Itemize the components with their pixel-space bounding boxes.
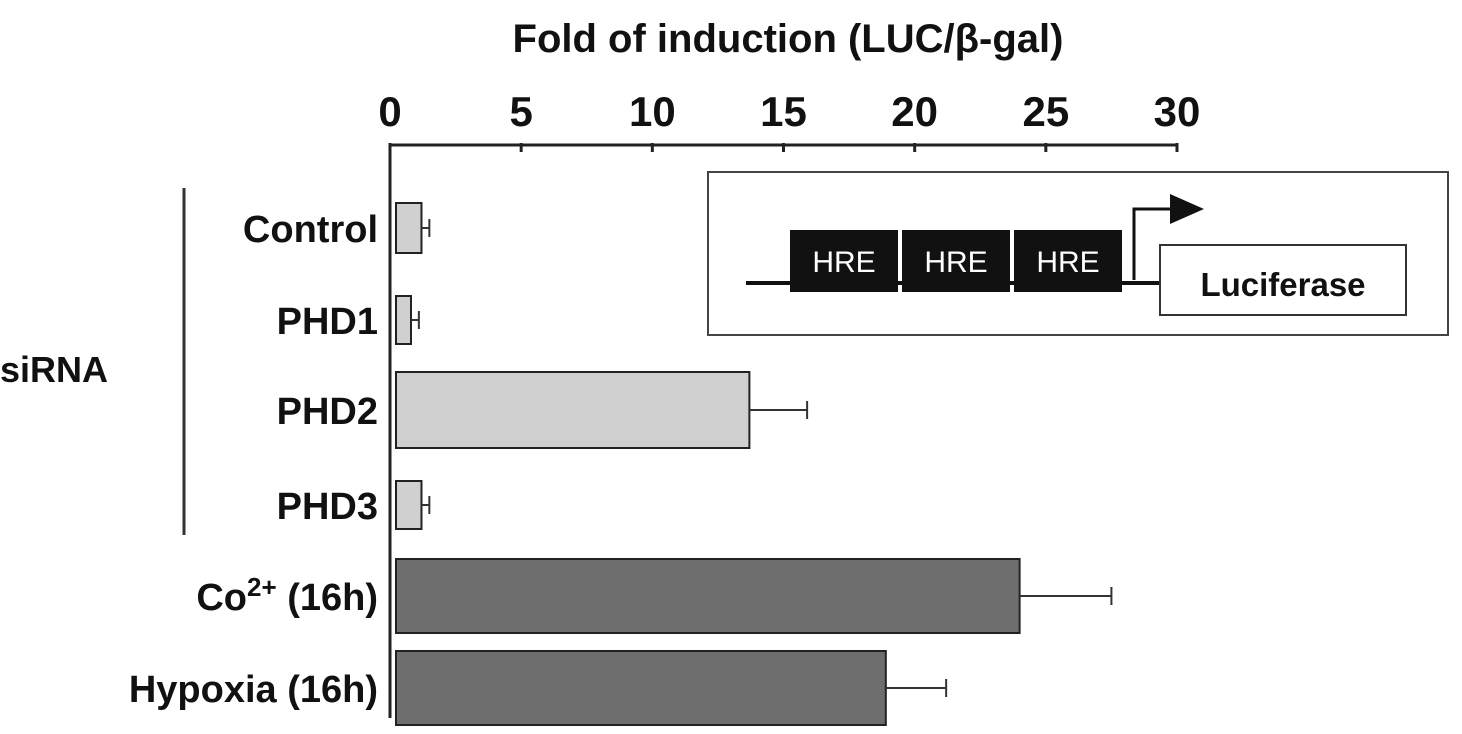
category-label: PHD1 <box>277 301 378 343</box>
chart-title: Fold of induction (LUC/β-gal) <box>513 17 1064 61</box>
x-tick-label: 25 <box>1022 88 1069 135</box>
x-tick-label: 30 <box>1154 88 1201 135</box>
bar <box>395 650 887 726</box>
bar <box>395 371 751 449</box>
bar <box>395 558 1021 634</box>
bar <box>395 295 412 345</box>
construct-inset: HRE HRE HRE Luciferase <box>707 171 1449 336</box>
x-tick-label: 5 <box>509 88 532 135</box>
x-tick-label: 20 <box>891 88 938 135</box>
hre-label: HRE <box>924 246 987 279</box>
x-tick-label: 0 <box>378 88 401 135</box>
hre-box <box>902 230 1010 292</box>
transcription-start-arrow <box>1132 207 1172 280</box>
category-label: PHD2 <box>277 391 378 433</box>
category-label: PHD3 <box>277 486 378 528</box>
category-label: Hypoxia (16h) <box>129 669 378 711</box>
bars: Control PHD1 PHD2 PHD3 Co2+ (16h) Hypoxia (16… <box>129 202 1113 726</box>
x-tick-label: 15 <box>760 88 807 135</box>
hre-box <box>1014 230 1122 292</box>
hre-box <box>790 230 898 292</box>
luciferase-label: Luciferase <box>1200 266 1365 303</box>
bar <box>395 202 423 254</box>
group-label-sirna: siRNA <box>0 349 108 390</box>
x-tick-label: 10 <box>629 88 676 135</box>
transcription-arrow-head <box>1170 194 1204 224</box>
luciferase-box <box>1159 244 1407 316</box>
category-label: Control <box>243 209 378 251</box>
category-label: Co2+ (16h) <box>196 572 378 619</box>
bar <box>395 480 423 530</box>
x-axis: 0 5 10 15 20 25 30 <box>378 88 1200 718</box>
hre-label: HRE <box>1036 246 1099 279</box>
hre-label: HRE <box>812 246 875 279</box>
